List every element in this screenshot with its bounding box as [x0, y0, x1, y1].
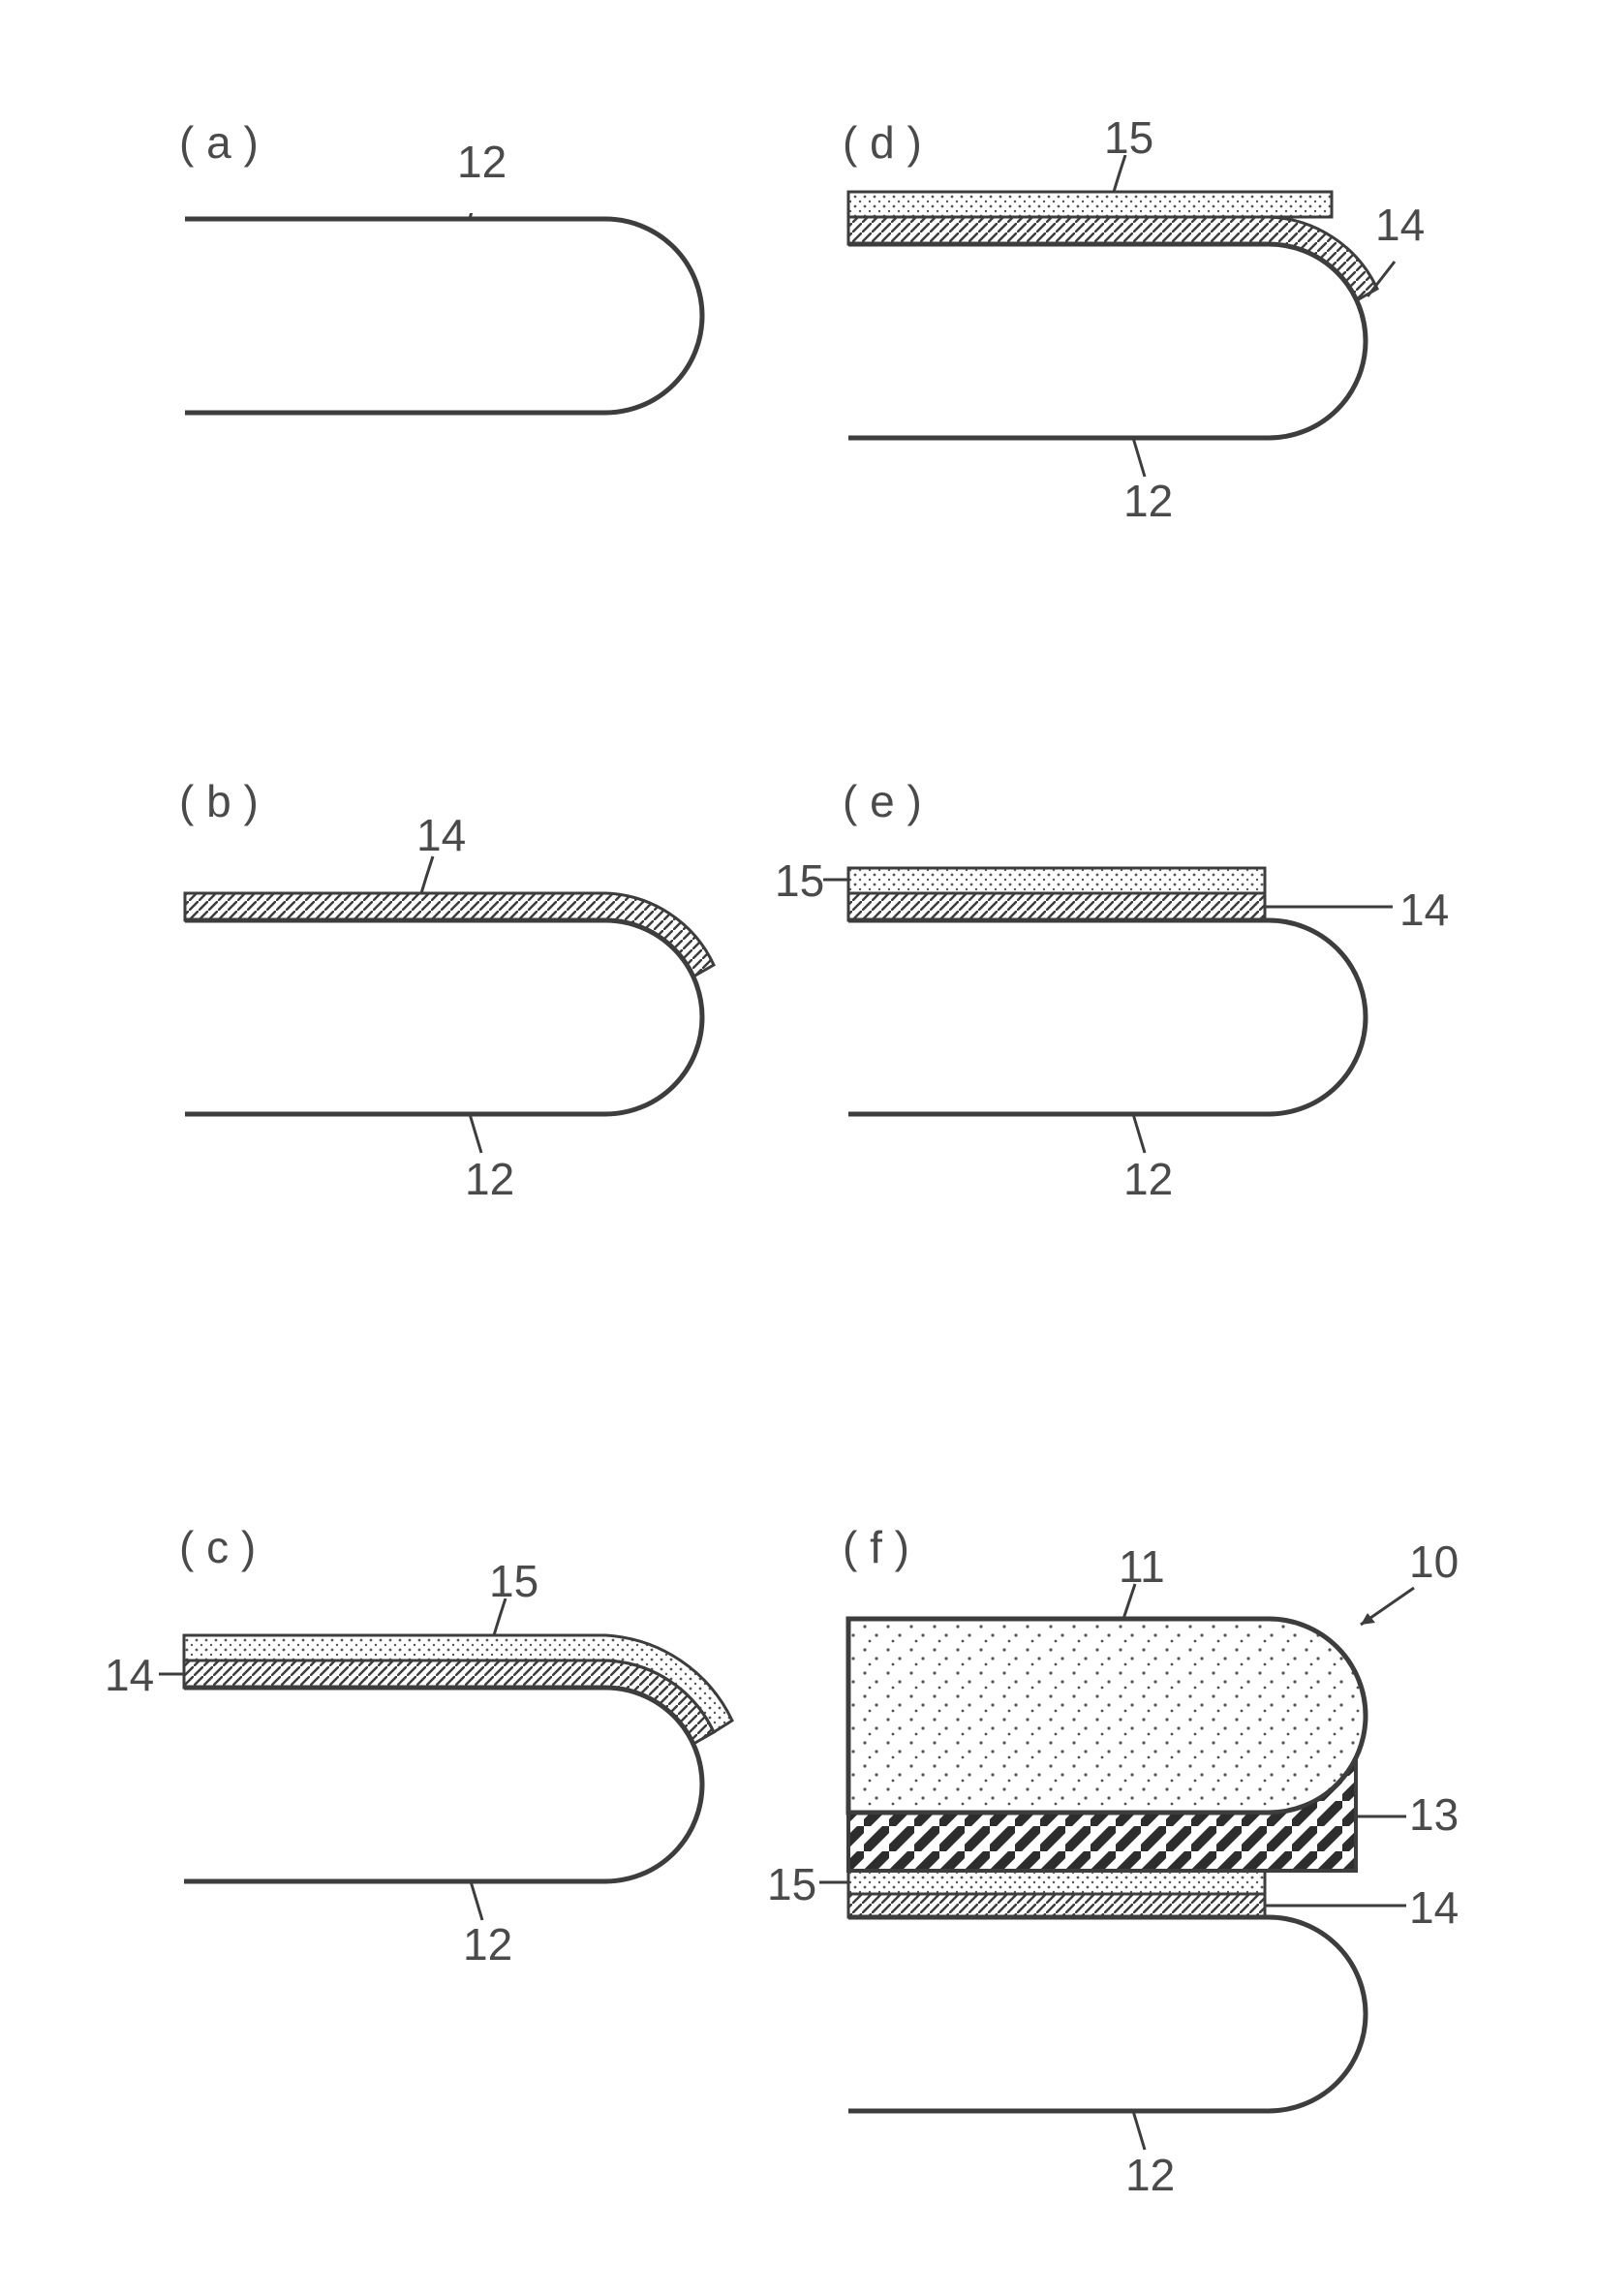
panel-d-shape: [843, 155, 1404, 504]
panel-f-shape: [814, 1574, 1453, 2175]
panel-b-ref-14: 14: [416, 809, 466, 861]
panel-a-ref-12: 12: [457, 136, 507, 188]
panel-d-ref-15: 15: [1104, 111, 1153, 164]
panel-f-ref-11: 11: [1119, 1540, 1165, 1593]
panel-f-ref-14: 14: [1409, 1881, 1459, 1934]
panel-e-label: ( e ): [843, 775, 922, 827]
panel-f-ref-12: 12: [1125, 2149, 1175, 2201]
panel-a-shape: [179, 213, 722, 465]
panel-e-shape: [823, 853, 1424, 1182]
panel-d-ref-14: 14: [1375, 199, 1425, 251]
panel-c-ref-15: 15: [489, 1555, 538, 1607]
panel-e-ref-14: 14: [1399, 884, 1449, 936]
panel-c-shape: [155, 1598, 755, 1947]
panel-e-ref-15: 15: [775, 854, 824, 907]
panel-b-label: ( b ): [179, 775, 259, 827]
panel-c-ref-12: 12: [463, 1918, 512, 1970]
panel-c-ref-14: 14: [105, 1649, 154, 1701]
panel-f-label: ( f ): [843, 1521, 909, 1573]
panel-f-ref-10: 10: [1409, 1536, 1459, 1588]
panel-b-ref-12: 12: [465, 1153, 514, 1205]
panel-c-label: ( c ): [179, 1521, 256, 1573]
panel-b-shape: [179, 853, 741, 1182]
panel-d-ref-12: 12: [1123, 475, 1173, 527]
leader-12: [1133, 438, 1145, 477]
panel-f-ref-15: 15: [767, 1858, 816, 1910]
panel-f-ref-13: 13: [1409, 1788, 1459, 1841]
panel-e-ref-12: 12: [1123, 1153, 1173, 1205]
panel-a-label: ( a ): [179, 116, 259, 169]
